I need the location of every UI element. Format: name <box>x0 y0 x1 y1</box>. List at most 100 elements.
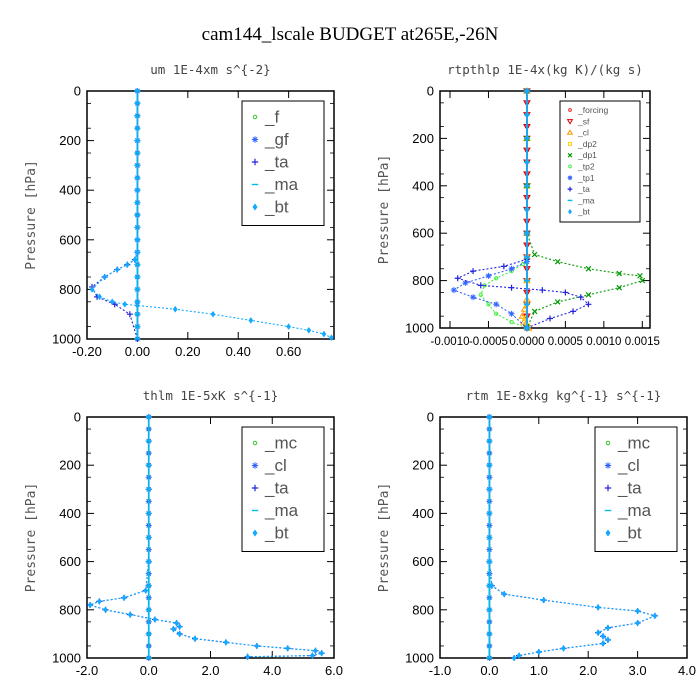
legend-label: _ta <box>264 153 289 172</box>
data-point <box>248 316 254 324</box>
y-tick-label: 400 <box>59 506 81 521</box>
x-tick-label: -0.0005 <box>469 336 508 348</box>
data-point <box>508 265 515 272</box>
data-point <box>635 607 641 615</box>
x-tick-label: 4.0 <box>263 663 281 678</box>
data-point <box>518 312 527 319</box>
legend-box <box>559 100 641 223</box>
panel-2: rtpthlp 1E-4x(kg K)/(kg s) Pressure [hPa]… <box>377 62 660 348</box>
data-point <box>524 324 530 332</box>
data-point <box>174 619 179 627</box>
data-point <box>285 644 291 652</box>
x-tick-label: 0.0010 <box>586 336 621 348</box>
y-tick-label: 800 <box>412 273 434 288</box>
legend-label: _f <box>264 108 279 127</box>
y-tick-label: 200 <box>412 131 434 146</box>
data-point <box>524 253 530 261</box>
data-point <box>146 485 152 493</box>
legend-label: _bt <box>264 524 289 543</box>
y-tick-label: 400 <box>59 183 81 198</box>
legend-marker <box>567 152 573 158</box>
legend-marker <box>251 158 259 166</box>
y-tick-label: 1000 <box>52 651 81 666</box>
legend-label: _ma <box>264 501 299 520</box>
data-point <box>509 319 514 325</box>
legend-marker <box>252 440 258 446</box>
data-point <box>313 647 318 655</box>
x-tick-label: 0.00 <box>125 344 150 359</box>
y-tick-label: 200 <box>59 458 81 473</box>
data-point <box>585 265 592 272</box>
data-point <box>637 273 643 279</box>
legend-marker <box>568 108 572 112</box>
data-point <box>531 308 538 315</box>
x-tick-label: 0.20 <box>175 344 200 359</box>
series-line <box>480 91 528 329</box>
plot-frame <box>439 416 688 659</box>
data-point <box>124 261 130 269</box>
data-point <box>511 654 517 662</box>
data-point <box>494 311 499 316</box>
data-point <box>89 285 95 293</box>
data-point <box>102 273 108 281</box>
series-tp2 <box>478 88 530 331</box>
data-point <box>486 558 492 566</box>
panel-title: rtpthlp 1E-4x(kg K)/(kg s) <box>447 62 643 77</box>
data-point <box>524 111 530 119</box>
series-ta <box>89 88 141 342</box>
series-bt <box>87 413 325 661</box>
data-point <box>500 263 507 270</box>
legend-label: _dp1 <box>577 150 597 160</box>
panel-title: um 1E-4xm s^{-2} <box>150 62 270 77</box>
series-bt <box>486 413 658 662</box>
y-tick-label: 400 <box>412 506 434 521</box>
y-tick-label: 800 <box>59 602 81 617</box>
legend-marker <box>251 484 259 492</box>
x-tick-label: -0.0010 <box>430 336 469 348</box>
legend-label: _tp1 <box>577 173 595 183</box>
data-point <box>470 294 477 301</box>
data-point <box>605 624 611 632</box>
x-tick-label: 0.0015 <box>625 336 660 348</box>
figure-title: cam144_lscale BUDGET at265E,-26N <box>202 24 499 45</box>
legend-marker <box>566 119 574 125</box>
data-point <box>489 582 495 590</box>
x-tick-label: -2.0 <box>76 663 98 678</box>
data-point <box>536 648 542 656</box>
data-point <box>652 612 658 620</box>
data-point <box>135 186 140 194</box>
data-point <box>524 300 530 308</box>
data-point <box>600 640 606 647</box>
data-point <box>541 596 547 604</box>
data-point <box>493 301 500 308</box>
legend-marker <box>568 141 572 146</box>
data-point <box>486 485 492 493</box>
legend-label: _bt <box>264 198 289 217</box>
series-line <box>521 91 529 329</box>
y-axis-label: Pressure [hPa] <box>377 155 392 265</box>
data-point <box>494 276 499 281</box>
data-point <box>585 301 592 308</box>
plot-frame <box>86 90 335 340</box>
data-point <box>501 590 507 598</box>
data-point <box>223 638 229 646</box>
y-tick-label: 800 <box>59 282 81 297</box>
data-point <box>585 291 592 298</box>
y-tick-label: 0 <box>74 84 81 99</box>
data-point <box>96 597 102 605</box>
data-point <box>570 308 577 315</box>
legend: _forcing_sf _cl_dp2_dp1 _tp2_tp1_ta_ma _bt <box>559 100 641 223</box>
y-tick-label: 1000 <box>405 651 434 666</box>
legend-label: _ta <box>264 479 289 498</box>
data-point <box>524 158 530 166</box>
legend-label: _ma <box>264 175 299 194</box>
legend-label: _bt <box>577 207 590 217</box>
data-point <box>477 282 484 289</box>
data-point <box>486 302 491 307</box>
data-point <box>486 413 492 421</box>
data-point <box>210 310 216 318</box>
legend-marker <box>568 164 572 169</box>
legend-label: _ta <box>577 184 590 194</box>
y-tick-label: 0 <box>427 410 434 425</box>
